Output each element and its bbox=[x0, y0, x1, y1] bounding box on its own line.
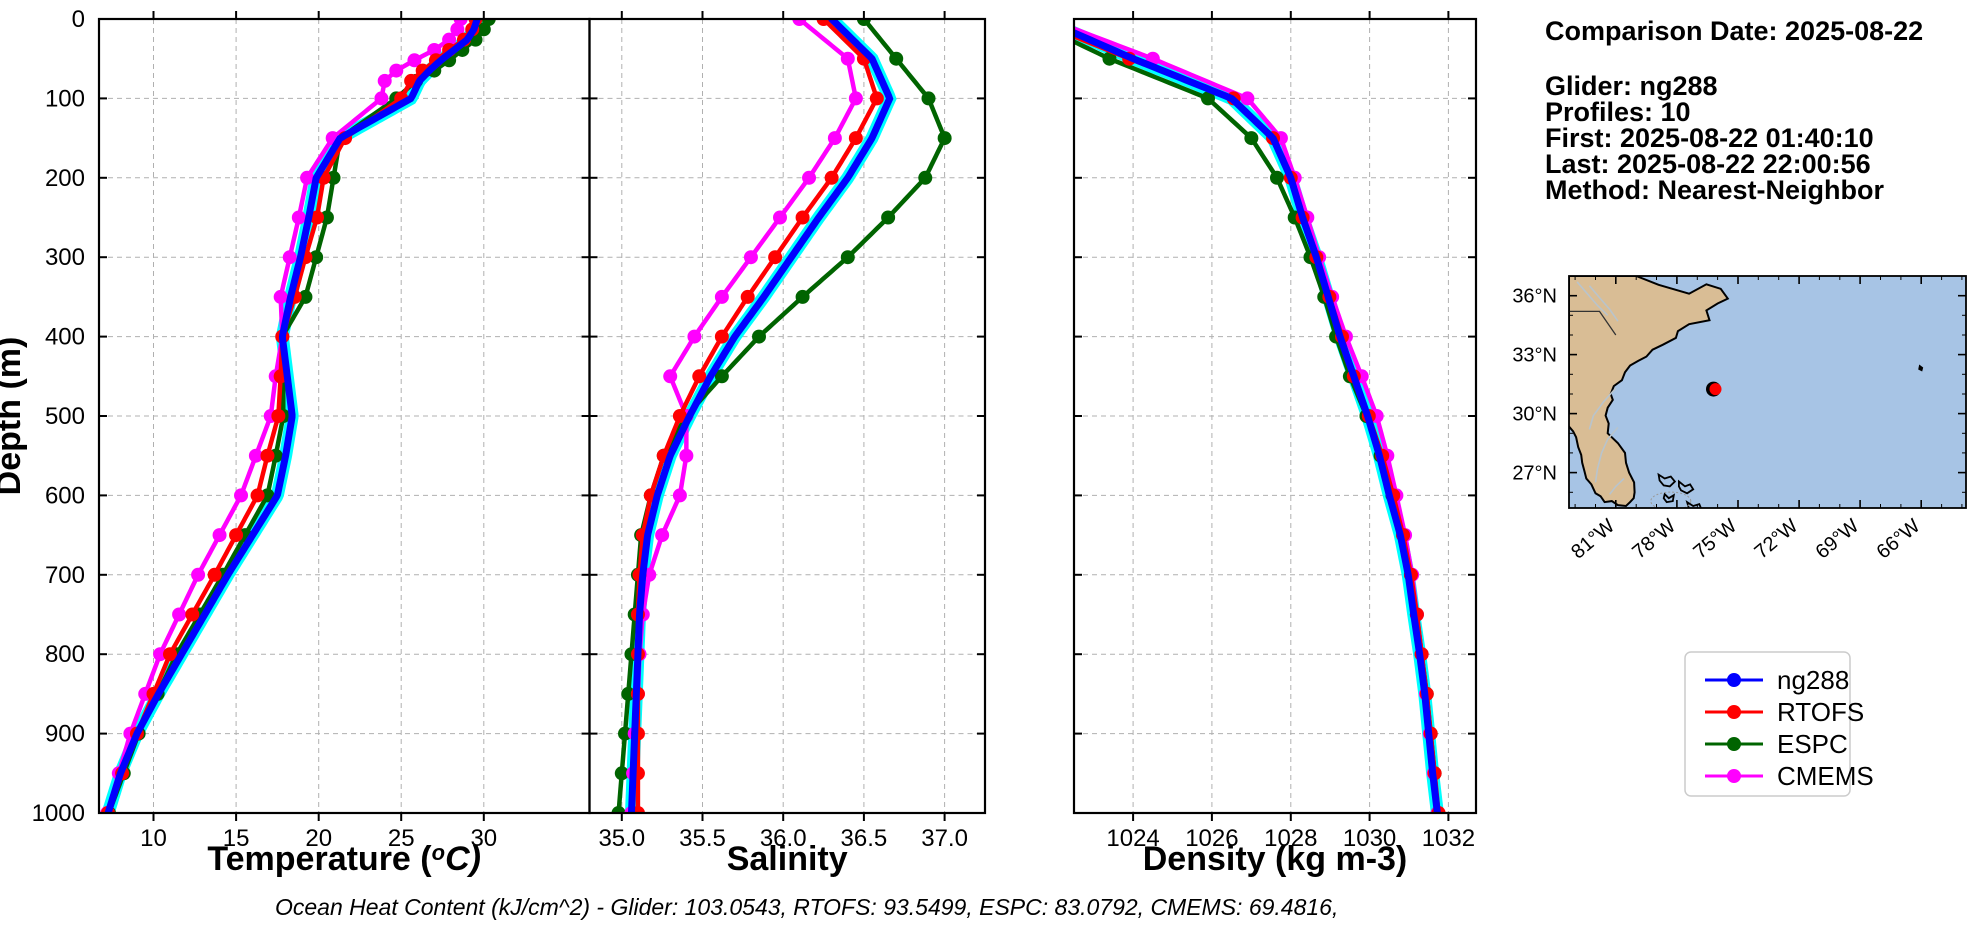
svg-text:900: 900 bbox=[45, 721, 85, 748]
svg-text:200: 200 bbox=[45, 165, 85, 192]
svg-text:Density (kg m-3): Density (kg m-3) bbox=[1143, 840, 1408, 878]
svg-text:600: 600 bbox=[45, 482, 85, 509]
svg-text:700: 700 bbox=[45, 562, 85, 589]
svg-text:35.0: 35.0 bbox=[598, 825, 645, 852]
svg-text:800: 800 bbox=[45, 641, 85, 668]
svg-text:Salinity: Salinity bbox=[727, 840, 848, 878]
svg-text:RTOFS: RTOFS bbox=[1777, 697, 1864, 727]
svg-text:0: 0 bbox=[72, 6, 85, 33]
svg-text:Depth (m): Depth (m) bbox=[0, 337, 28, 496]
svg-text:Ocean Heat Content (kJ/cm^2) -: Ocean Heat Content (kJ/cm^2) - Glider: 1… bbox=[275, 894, 1338, 920]
svg-text:ESPC: ESPC bbox=[1777, 729, 1848, 759]
svg-text:100: 100 bbox=[45, 85, 85, 112]
svg-text:27°N: 27°N bbox=[1512, 463, 1557, 485]
svg-text:ng288: ng288 bbox=[1777, 665, 1849, 695]
svg-text:36°N: 36°N bbox=[1512, 286, 1557, 308]
svg-text:500: 500 bbox=[45, 403, 85, 430]
svg-text:10: 10 bbox=[140, 825, 167, 852]
svg-text:Comparison Date: 2025-08-22: Comparison Date: 2025-08-22 bbox=[1545, 16, 1923, 46]
svg-text:Method: Nearest-Neighbor: Method: Nearest-Neighbor bbox=[1545, 175, 1885, 205]
svg-text:1000: 1000 bbox=[32, 800, 85, 827]
svg-text:33°N: 33°N bbox=[1512, 345, 1557, 367]
svg-text:CMEMS: CMEMS bbox=[1777, 761, 1874, 791]
svg-text:35.5: 35.5 bbox=[679, 825, 726, 852]
svg-text:300: 300 bbox=[45, 244, 85, 271]
svg-text:30°N: 30°N bbox=[1512, 404, 1557, 426]
svg-text:1032: 1032 bbox=[1422, 825, 1475, 852]
svg-text:400: 400 bbox=[45, 324, 85, 351]
svg-text:37.0: 37.0 bbox=[921, 825, 968, 852]
